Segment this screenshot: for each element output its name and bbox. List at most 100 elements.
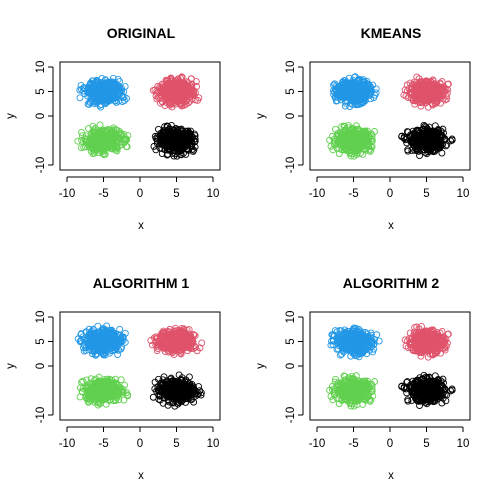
data-point	[158, 92, 166, 100]
data-point	[97, 103, 105, 111]
x-axis-label: x	[138, 220, 144, 232]
data-point	[438, 149, 446, 157]
data-point	[116, 78, 124, 86]
data-point	[168, 94, 176, 102]
data-point	[365, 145, 373, 153]
y-axis-label: y	[5, 113, 17, 119]
data-point	[357, 100, 365, 108]
data-point	[123, 143, 131, 151]
data-point	[359, 81, 367, 89]
data-point	[341, 102, 349, 110]
data-point	[111, 79, 119, 87]
data-point	[95, 129, 103, 137]
data-point	[333, 135, 341, 143]
panel-title: ORIGINAL	[107, 25, 176, 41]
data-point	[74, 137, 82, 145]
panel-title: ALGORITHM 1	[93, 275, 190, 291]
data-point	[124, 132, 132, 140]
data-point	[413, 84, 421, 92]
data-point	[175, 132, 183, 140]
y-tick-label: 10	[285, 61, 297, 74]
cluster-1	[76, 74, 131, 111]
data-point	[360, 95, 368, 103]
data-point	[444, 80, 452, 88]
x-tick-label: -5	[98, 188, 108, 200]
data-point	[97, 94, 105, 102]
cluster-4	[150, 121, 199, 160]
data-point	[337, 137, 345, 145]
data-point	[117, 84, 125, 92]
data-point	[153, 137, 161, 145]
cluster-1	[330, 73, 380, 111]
data-point	[417, 96, 425, 104]
x-tick-label: 5	[173, 188, 179, 200]
data-point	[101, 99, 109, 107]
data-point	[345, 85, 353, 93]
data-point	[170, 140, 178, 148]
data-point	[183, 96, 191, 104]
x-tick-label: -10	[309, 188, 326, 200]
data-point	[345, 144, 353, 152]
data-point	[122, 136, 129, 143]
data-point	[190, 146, 198, 154]
data-point	[438, 83, 446, 91]
data-point	[97, 138, 105, 145]
data-point	[116, 129, 124, 137]
data-point	[368, 135, 376, 143]
data-point	[163, 141, 170, 149]
data-point	[434, 96, 442, 104]
x-axis-label: x	[388, 220, 394, 232]
data-point	[416, 152, 423, 159]
x-tick-label: 0	[137, 188, 143, 200]
x-tick-label: -5	[348, 188, 358, 200]
data-point	[155, 88, 163, 96]
point-cloud	[74, 73, 203, 160]
data-point	[107, 90, 115, 98]
data-point	[432, 83, 440, 91]
data-point	[184, 85, 192, 93]
x-tick-label: 10	[457, 188, 470, 200]
data-point	[115, 91, 123, 99]
data-point	[82, 132, 90, 140]
data-point	[113, 142, 121, 150]
data-point	[173, 86, 181, 94]
data-point	[345, 92, 353, 100]
data-point	[402, 92, 410, 100]
data-point	[342, 99, 350, 107]
data-point	[435, 92, 443, 100]
data-point	[95, 78, 103, 86]
data-point	[421, 84, 429, 92]
plot-frame	[59, 61, 221, 171]
data-point	[326, 136, 334, 144]
data-point	[428, 90, 436, 98]
x-tick-label: 0	[387, 188, 393, 200]
data-point	[362, 138, 370, 146]
data-point	[162, 85, 170, 93]
data-point	[352, 92, 360, 100]
data-point	[179, 90, 187, 98]
y-tick-label: 0	[285, 113, 297, 119]
y-axis-label: y	[5, 363, 17, 369]
data-point	[404, 94, 412, 101]
data-point	[77, 144, 85, 152]
data-point	[367, 146, 375, 154]
data-point	[184, 90, 192, 98]
data-point	[155, 125, 162, 133]
y-tick-label: -10	[35, 157, 47, 174]
data-point	[425, 79, 433, 87]
data-point	[361, 134, 368, 142]
data-point	[175, 139, 183, 147]
data-point	[183, 78, 191, 86]
data-point	[345, 83, 353, 91]
data-point	[78, 128, 85, 136]
data-point	[169, 84, 177, 92]
data-point	[102, 95, 110, 103]
data-point	[188, 143, 196, 150]
data-point	[429, 76, 437, 84]
data-point	[367, 87, 375, 95]
data-point	[86, 89, 94, 97]
data-point	[163, 122, 171, 130]
data-point	[123, 136, 131, 144]
